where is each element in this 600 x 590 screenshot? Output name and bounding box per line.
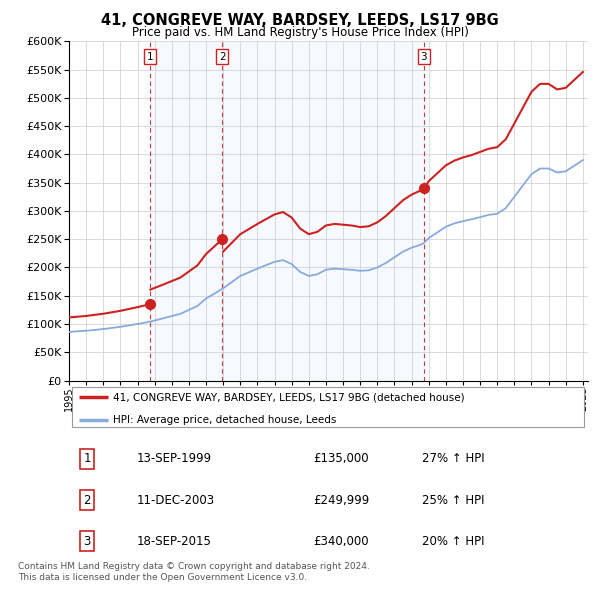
Text: 3: 3 bbox=[83, 535, 91, 548]
Text: £249,999: £249,999 bbox=[313, 493, 369, 507]
Text: This data is licensed under the Open Government Licence v3.0.: This data is licensed under the Open Gov… bbox=[18, 573, 307, 582]
Text: 20% ↑ HPI: 20% ↑ HPI bbox=[422, 535, 484, 548]
Text: £135,000: £135,000 bbox=[313, 452, 368, 466]
Text: 18-SEP-2015: 18-SEP-2015 bbox=[136, 535, 211, 548]
Text: Price paid vs. HM Land Registry's House Price Index (HPI): Price paid vs. HM Land Registry's House … bbox=[131, 26, 469, 39]
Text: 25% ↑ HPI: 25% ↑ HPI bbox=[422, 493, 484, 507]
Bar bbox=[150, 41, 223, 381]
FancyBboxPatch shape bbox=[71, 388, 584, 427]
Bar bbox=[223, 41, 424, 381]
Text: 13-SEP-1999: 13-SEP-1999 bbox=[136, 452, 212, 466]
Text: 2: 2 bbox=[219, 51, 226, 61]
Text: 1: 1 bbox=[83, 452, 91, 466]
Text: 1: 1 bbox=[146, 51, 153, 61]
Text: 41, CONGREVE WAY, BARDSEY, LEEDS, LS17 9BG: 41, CONGREVE WAY, BARDSEY, LEEDS, LS17 9… bbox=[101, 13, 499, 28]
Text: £340,000: £340,000 bbox=[313, 535, 368, 548]
Text: Contains HM Land Registry data © Crown copyright and database right 2024.: Contains HM Land Registry data © Crown c… bbox=[18, 562, 370, 571]
Text: 11-DEC-2003: 11-DEC-2003 bbox=[136, 493, 215, 507]
Text: 41, CONGREVE WAY, BARDSEY, LEEDS, LS17 9BG (detached house): 41, CONGREVE WAY, BARDSEY, LEEDS, LS17 9… bbox=[113, 392, 465, 402]
Text: 2: 2 bbox=[83, 493, 91, 507]
Text: 3: 3 bbox=[421, 51, 427, 61]
Text: HPI: Average price, detached house, Leeds: HPI: Average price, detached house, Leed… bbox=[113, 415, 337, 425]
Text: 27% ↑ HPI: 27% ↑ HPI bbox=[422, 452, 485, 466]
